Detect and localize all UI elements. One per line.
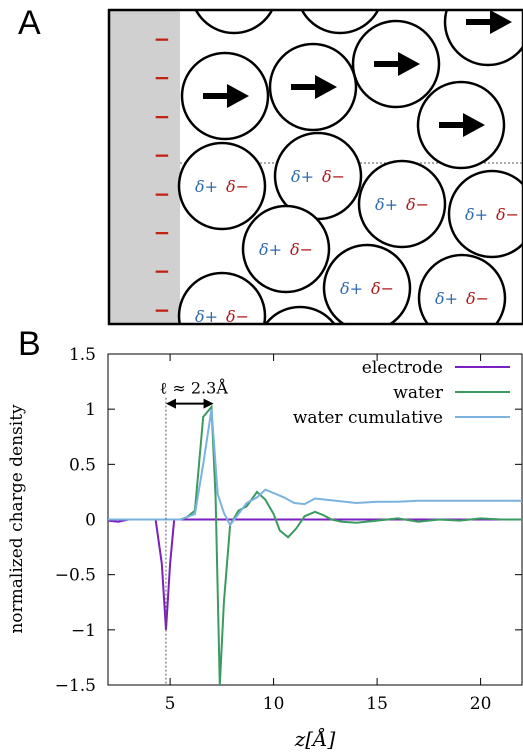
water-molecule-dipole: δ+ δ− bbox=[357, 159, 447, 249]
water-molecule-dipole: δ+δ− bbox=[264, 305, 336, 324]
x-tick-label: 10 bbox=[263, 694, 285, 714]
legend-label: water bbox=[393, 383, 444, 403]
water-molecule-oriented bbox=[194, 0, 274, 35]
water-molecule-dipole: δ+ δ− bbox=[322, 243, 412, 324]
delta-minus-label: δ− bbox=[406, 195, 429, 214]
legend-label: water cumulative bbox=[293, 408, 443, 428]
series-line-water-cumulative bbox=[108, 409, 522, 527]
electrode-charge-minus: − bbox=[154, 221, 171, 245]
delta-plus-label: δ+ bbox=[435, 289, 458, 308]
panel-b-letter: B bbox=[18, 325, 41, 363]
y-tick-label: 1.5 bbox=[69, 345, 96, 365]
dipole-arrow-icon bbox=[291, 75, 337, 99]
water-molecule-dipole: δ+ δ− bbox=[177, 141, 267, 231]
delta-minus-label: δ− bbox=[496, 205, 519, 224]
panel-a-letter: A bbox=[18, 4, 41, 42]
y-tick-label: 0.5 bbox=[69, 455, 96, 475]
dipole-arrow-icon bbox=[466, 10, 512, 34]
electrode-charge-minus: − bbox=[154, 259, 171, 283]
interface-schematic: δ+δ−δ+δ−δ+δ−δ+δ−δ+δ−δ+δ−δ+δ−δ+δ−δ+δ− −−−… bbox=[107, 0, 523, 326]
electrode-region bbox=[109, 10, 180, 324]
dipole-arrow-icon bbox=[212, 0, 258, 2]
water-molecule-dipole: δ+ δ− bbox=[447, 169, 523, 259]
delta-plus-label: δ+ bbox=[340, 279, 363, 298]
electrode-charge-minus: − bbox=[154, 143, 171, 167]
delta-minus-label: δ− bbox=[226, 177, 249, 196]
water-molecule-oriented bbox=[416, 80, 506, 170]
x-tick-label: 5 bbox=[165, 694, 176, 714]
y-tick-label: −1.5 bbox=[55, 676, 96, 696]
water-molecule-oriented bbox=[268, 42, 358, 132]
series-line-water bbox=[108, 404, 522, 686]
arrowhead-left-icon bbox=[165, 398, 176, 409]
delta-minus-label: δ− bbox=[322, 167, 345, 186]
water-molecule-dipole: δ+ δ− bbox=[273, 131, 363, 221]
delta-minus-label: δ− bbox=[371, 279, 394, 298]
y-tick-label: 0 bbox=[85, 511, 96, 531]
water-molecule-dipole: δ+ δ− bbox=[177, 271, 267, 326]
y-axis-label: normalized charge density bbox=[7, 404, 27, 634]
electrode-charge-minus: − bbox=[154, 27, 171, 51]
dipole-arrow-icon bbox=[374, 52, 420, 76]
delta-plus-label: δ+ bbox=[291, 167, 314, 186]
delta-minus-label: δ− bbox=[226, 307, 249, 326]
x-tick-label: 20 bbox=[470, 694, 492, 714]
schematic-frame bbox=[107, 8, 523, 326]
y-tick-label: 1 bbox=[85, 400, 96, 420]
delta-plus-label: δ+ bbox=[195, 307, 218, 326]
water-molecule-oriented bbox=[443, 10, 523, 67]
delta-plus-label: δ+ bbox=[375, 195, 398, 214]
electrode-charge-minus: − bbox=[154, 66, 171, 90]
annotation-label: ℓ ≈ 2.3Å bbox=[160, 378, 229, 398]
delta-plus-label: δ+ bbox=[195, 177, 218, 196]
delta-minus-label: δ− bbox=[290, 240, 313, 259]
dipole-arrow-icon bbox=[318, 0, 364, 2]
y-tick-label: −0.5 bbox=[55, 566, 96, 586]
electrode-charge-minus: − bbox=[154, 104, 171, 128]
water-molecule-oriented bbox=[300, 0, 380, 35]
delta-plus-label: δ+ bbox=[465, 205, 488, 224]
water-molecule-oriented bbox=[351, 19, 441, 109]
dipole-arrow-icon bbox=[439, 113, 485, 137]
dipole-arrow-icon bbox=[203, 84, 249, 108]
arrowhead-right-icon bbox=[203, 398, 214, 409]
electrode-charge-minus: − bbox=[154, 182, 171, 206]
electrode-charge-minus: − bbox=[154, 298, 171, 322]
y-tick-label: −1 bbox=[71, 621, 96, 641]
water-molecule-oriented bbox=[180, 51, 270, 141]
delta-minus-label: δ− bbox=[466, 289, 489, 308]
series-line-electrode bbox=[107, 518, 522, 630]
x-axis-label: z[Å] bbox=[294, 726, 336, 751]
legend-label: electrode bbox=[362, 358, 443, 378]
charge-density-chart: 5 10 15 20 −1.5 −1 −0.5 0 0.5 1 1.5 ℓ ≈ 2.3Å elect… bbox=[7, 345, 523, 751]
delta-plus-label: δ+ bbox=[259, 240, 282, 259]
x-tick-label: 15 bbox=[366, 694, 388, 714]
water-molecule-dipole: δ+ δ− bbox=[241, 204, 331, 294]
water-molecule-dipole: δ+ δ− bbox=[417, 253, 507, 324]
